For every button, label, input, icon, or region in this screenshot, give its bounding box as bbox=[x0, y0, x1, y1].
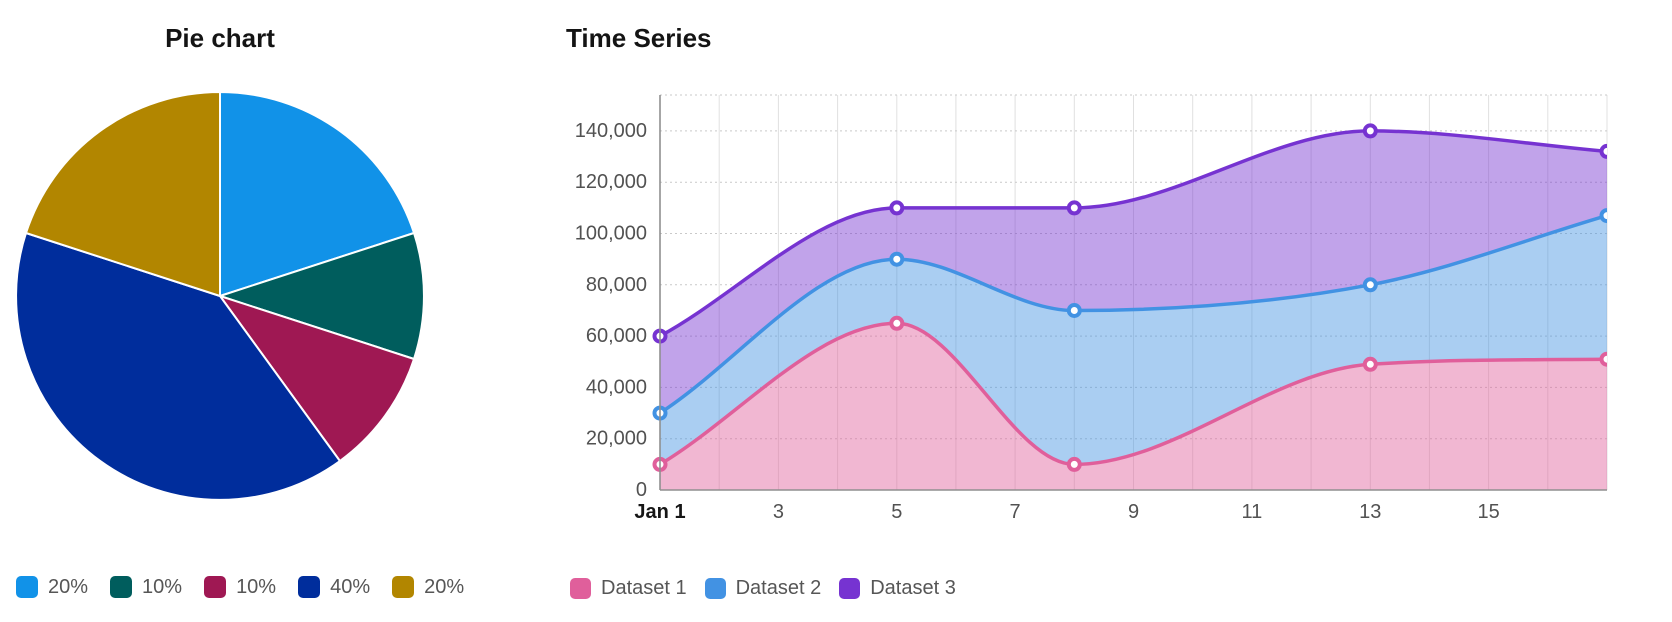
y-tick-label: 100,000 bbox=[575, 223, 647, 245]
y-tick-label: 60,000 bbox=[586, 325, 647, 347]
data-point[interactable] bbox=[1599, 351, 1613, 367]
pie-slice-3[interactable] bbox=[15, 232, 341, 501]
x-tick-label: 5 bbox=[891, 501, 902, 523]
pie-legend-item-2[interactable]: 10% bbox=[204, 576, 276, 598]
pie-legend-item-3[interactable]: 40% bbox=[298, 576, 370, 598]
data-point[interactable] bbox=[1066, 456, 1082, 472]
legend-swatch-icon bbox=[704, 577, 726, 599]
data-point[interactable] bbox=[1362, 123, 1378, 139]
y-tick-label: 0 bbox=[636, 479, 647, 501]
y-tick-label: 80,000 bbox=[586, 274, 647, 296]
data-point[interactable] bbox=[1066, 200, 1082, 216]
data-point[interactable] bbox=[1066, 303, 1082, 318]
legend-label: 20% bbox=[424, 576, 465, 598]
legend-label: 10% bbox=[236, 576, 277, 598]
y-tick-label: 120,000 bbox=[575, 171, 647, 193]
pie-legend-item-4[interactable]: 20% bbox=[392, 576, 464, 598]
data-point[interactable] bbox=[889, 200, 905, 216]
legend-swatch-icon bbox=[298, 576, 321, 598]
legend-swatch-icon bbox=[570, 577, 591, 599]
series-line-dataset-3 bbox=[658, 129, 1607, 338]
legend-label: Dataset 3 bbox=[870, 577, 956, 599]
pie-legend: 20% 10% 10% 40% 20% bbox=[16, 576, 464, 598]
time-series-legend-item-0[interactable]: Dataset 1 bbox=[570, 577, 687, 599]
legend-swatch-icon bbox=[839, 577, 861, 599]
y-tick-label: 40,000 bbox=[586, 376, 647, 398]
time-series-title: Time Series bbox=[566, 23, 712, 53]
legend-label: Dataset 1 bbox=[601, 577, 687, 599]
area-band-dataset-2 bbox=[660, 215, 1607, 465]
legend-swatch-icon bbox=[16, 576, 38, 598]
legend-label: 20% bbox=[48, 576, 89, 598]
legend-label: Dataset 2 bbox=[735, 577, 822, 599]
data-point[interactable] bbox=[1362, 277, 1378, 293]
x-tick-label: 15 bbox=[1477, 501, 1499, 523]
y-tick-label: 20,000 bbox=[586, 428, 647, 450]
data-point[interactable] bbox=[1362, 356, 1378, 372]
data-point[interactable] bbox=[1599, 208, 1613, 224]
time-series-legend: Dataset 1 Dataset 2 Dataset 3 bbox=[570, 577, 956, 599]
plot-area bbox=[652, 123, 1613, 490]
x-tick-label: 13 bbox=[1359, 501, 1381, 523]
data-point[interactable] bbox=[889, 315, 905, 331]
legend-swatch-icon bbox=[204, 576, 227, 598]
data-point[interactable] bbox=[1599, 143, 1613, 159]
pie-legend-item-1[interactable]: 10% bbox=[110, 576, 182, 598]
pie-chart-canvas bbox=[15, 91, 425, 501]
area-band-dataset-3 bbox=[660, 130, 1607, 414]
legend-swatch-icon bbox=[110, 576, 133, 598]
x-tick-label: 11 bbox=[1242, 501, 1263, 523]
y-tick-label: 140,000 bbox=[575, 120, 647, 142]
x-tick-label: 7 bbox=[1010, 501, 1021, 523]
pie-chart-title: Pie chart bbox=[165, 23, 275, 53]
pie-slice-2[interactable] bbox=[219, 295, 415, 462]
pie-slice-4[interactable] bbox=[25, 91, 221, 297]
x-tick-label: 9 bbox=[1128, 501, 1139, 523]
legend-swatch-icon bbox=[392, 576, 415, 598]
legend-label: 10% bbox=[142, 576, 183, 598]
legend-label: 40% bbox=[330, 576, 371, 598]
time-series-canvas: 0 20,000 40,000 60,000 80,000 100,000 120,000 1… bbox=[575, 94, 1613, 523]
x-tick-label: Jan 1 bbox=[634, 501, 685, 523]
pie-legend-item-0[interactable]: 20% bbox=[16, 576, 88, 598]
time-series-legend-item-1[interactable]: Dataset 2 bbox=[704, 577, 822, 599]
pie-slice-1[interactable] bbox=[219, 232, 425, 360]
time-series-legend-item-2[interactable]: Dataset 3 bbox=[839, 577, 956, 599]
x-tick-label: 3 bbox=[773, 501, 784, 523]
pie-slice-0[interactable] bbox=[219, 91, 415, 297]
data-point[interactable] bbox=[889, 251, 905, 267]
